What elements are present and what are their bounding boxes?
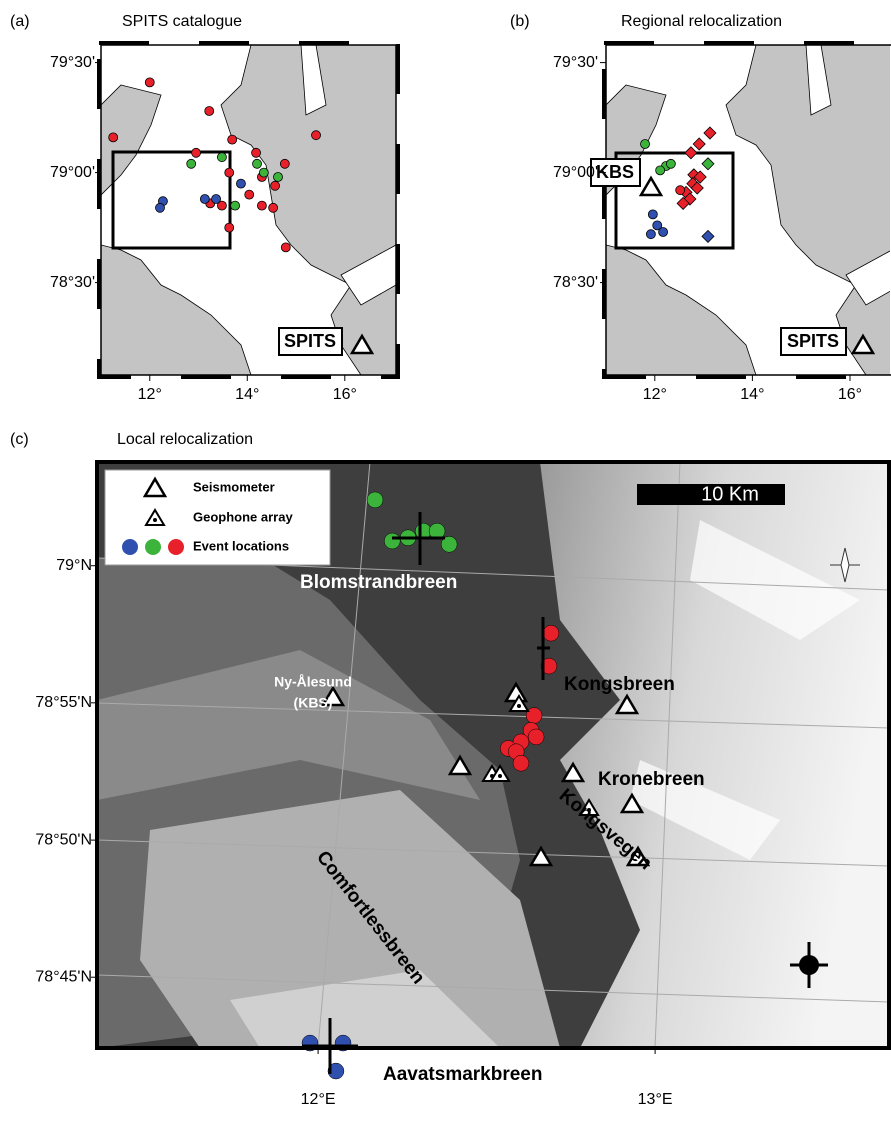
event-marker <box>702 158 714 170</box>
panel-label: (b) <box>510 13 530 30</box>
event-marker <box>702 230 714 242</box>
event-marker <box>526 707 542 723</box>
legend-swatch <box>122 539 138 555</box>
event-marker <box>187 159 196 168</box>
event-marker <box>281 243 290 252</box>
event-marker <box>257 201 266 210</box>
panel-title: SPITS catalogue <box>122 13 242 30</box>
event-marker <box>666 159 675 168</box>
event-marker <box>656 166 665 175</box>
event-marker <box>156 203 165 212</box>
event-marker <box>676 186 685 195</box>
legend-label: Geophone array <box>193 509 293 524</box>
coastline <box>606 45 891 375</box>
place-label: Ny-Ålesund <box>274 674 352 690</box>
coastline <box>101 45 396 375</box>
x-tick-label: 14° <box>235 386 259 403</box>
event-marker <box>253 159 262 168</box>
figure: SPITS (a) SPITS catalogue KBS SPITS (b) … <box>0 0 891 1143</box>
y-tick-label: 78°50'N <box>35 831 92 848</box>
x-tick-label: 12° <box>643 386 667 403</box>
legend-swatch <box>145 539 161 555</box>
event-marker <box>109 133 118 142</box>
event-marker <box>280 159 289 168</box>
event-marker <box>543 625 559 641</box>
event-marker <box>367 492 383 508</box>
event-marker <box>513 755 529 771</box>
event-marker <box>259 168 268 177</box>
y-tick-label: 78°55'N <box>35 694 92 711</box>
x-tick-label: 12° <box>138 386 162 403</box>
event-marker <box>641 140 650 149</box>
event-marker <box>274 173 283 182</box>
event-marker <box>228 135 237 144</box>
event-marker <box>646 230 655 239</box>
legend-swatch <box>168 539 184 555</box>
event-marker <box>205 107 214 116</box>
panel-label: (a) <box>10 13 30 30</box>
y-tick-label: 79°30' <box>50 54 95 71</box>
event-marker <box>384 533 400 549</box>
event-marker <box>685 147 697 159</box>
event-marker <box>217 153 226 162</box>
y-tick-label: 78°30' <box>553 274 598 291</box>
panel-title: Regional relocalization <box>621 13 782 30</box>
y-tick-label: 78°45'N <box>35 968 92 985</box>
event-marker <box>192 148 201 157</box>
event-marker <box>236 179 245 188</box>
event-marker <box>145 78 154 87</box>
station-label: SPITS <box>787 331 839 351</box>
event-marker <box>528 729 544 745</box>
x-tick-label: 16° <box>333 386 357 403</box>
event-marker <box>659 228 668 237</box>
page: SPITS (a) SPITS catalogue KBS SPITS (b) … <box>0 0 891 1143</box>
y-tick-label: 79°00' <box>50 164 95 181</box>
panel-title: Local relocalization <box>117 431 253 448</box>
event-marker <box>704 127 716 139</box>
event-marker <box>252 148 261 157</box>
event-marker <box>312 131 321 140</box>
station-label: SPITS <box>284 331 336 351</box>
event-marker <box>212 195 221 204</box>
scale-label: 10 Km <box>701 483 759 505</box>
legend-label: Event locations <box>193 538 289 553</box>
x-tick-label: 16° <box>838 386 862 403</box>
place-label: Kronebreen <box>598 769 705 790</box>
event-marker <box>269 203 278 212</box>
x-tick-label: 13°E <box>638 1091 673 1108</box>
station-label: KBS <box>596 162 634 182</box>
legend-label: Seismometer <box>193 479 275 494</box>
event-marker <box>693 138 705 150</box>
reference-point <box>799 955 819 975</box>
place-label: Kongsbreen <box>564 674 675 695</box>
event-marker <box>245 190 254 199</box>
event-marker <box>225 168 234 177</box>
panel-label: (c) <box>10 431 29 448</box>
event-marker <box>200 195 209 204</box>
y-tick-label: 79°N <box>56 557 92 574</box>
x-tick-label: 12°E <box>301 1091 336 1108</box>
event-marker <box>225 223 234 232</box>
place-label: Aavatsmarkbreen <box>383 1064 542 1085</box>
y-tick-label: 79°30' <box>553 54 598 71</box>
event-marker <box>231 201 240 210</box>
y-tick-label: 79°00' <box>553 164 598 181</box>
x-tick-label: 14° <box>740 386 764 403</box>
event-marker <box>271 181 280 190</box>
event-marker <box>648 210 657 219</box>
y-tick-label: 78°30' <box>50 274 95 291</box>
place-label: Blomstrandbreen <box>300 572 457 593</box>
place-label: (KBS) <box>294 695 333 711</box>
